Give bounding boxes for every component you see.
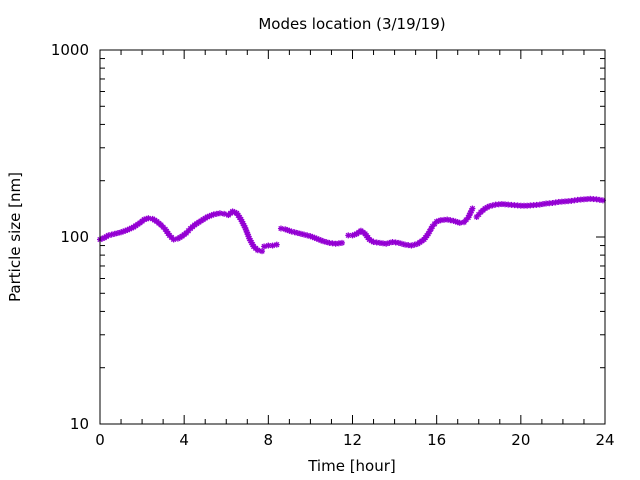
x-tick-label: 20 [511, 431, 530, 449]
x-tick-label: 16 [427, 431, 446, 449]
y-tick-label: 10 [70, 415, 89, 433]
x-tick-label: 4 [179, 431, 189, 449]
axis-ticks: 0 4 8 12 16 20 24 10 100 1000 [51, 41, 615, 449]
data-point [277, 225, 284, 232]
chart-title: Modes location (3/19/19) [258, 15, 445, 33]
data-point [259, 248, 266, 255]
x-tick-label: 24 [595, 431, 614, 449]
y-tick-label: 1000 [51, 41, 89, 59]
y-axis-label: Particle size [nm] [6, 172, 24, 302]
x-tick-label: 12 [343, 431, 362, 449]
y-tick-label: 100 [60, 228, 89, 246]
x-tick-label: 8 [264, 431, 274, 449]
data-point [599, 197, 606, 204]
data-points [97, 195, 606, 255]
data-point [469, 205, 476, 212]
plot-frame [99, 49, 606, 425]
data-point [273, 241, 280, 248]
data-point [254, 247, 261, 254]
x-tick-label: 0 [95, 431, 105, 449]
x-axis-label: Time [hour] [307, 457, 396, 475]
data-point [265, 242, 272, 249]
data-point [338, 239, 345, 246]
data-point [456, 219, 463, 226]
